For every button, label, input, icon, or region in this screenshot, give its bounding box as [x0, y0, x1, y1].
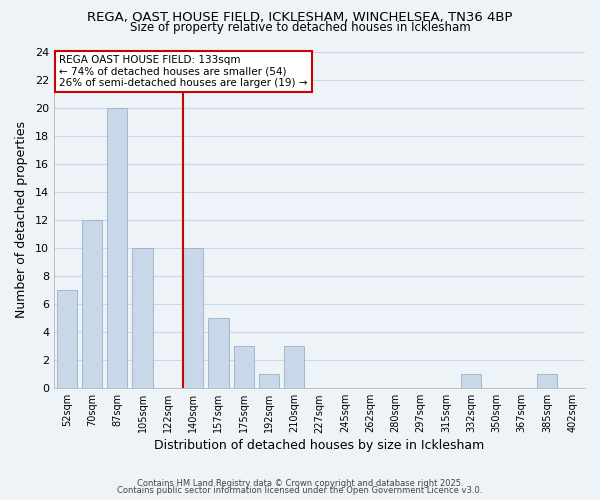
Bar [133, 248, 152, 388]
Text: Contains public sector information licensed under the Open Government Licence v3: Contains public sector information licen… [118, 486, 482, 495]
Bar [107, 108, 127, 388]
Bar [461, 374, 481, 388]
Text: REGA, OAST HOUSE FIELD, ICKLESHAM, WINCHELSEA, TN36 4BP: REGA, OAST HOUSE FIELD, ICKLESHAM, WINCH… [87, 11, 513, 24]
X-axis label: Distribution of detached houses by size in Icklesham: Distribution of detached houses by size … [154, 440, 485, 452]
Bar [259, 374, 279, 388]
Bar [233, 346, 254, 388]
Text: REGA OAST HOUSE FIELD: 133sqm
← 74% of detached houses are smaller (54)
26% of s: REGA OAST HOUSE FIELD: 133sqm ← 74% of d… [59, 55, 308, 88]
Bar [284, 346, 304, 388]
Bar [82, 220, 102, 388]
Text: Size of property relative to detached houses in Icklesham: Size of property relative to detached ho… [130, 22, 470, 35]
Bar [208, 318, 229, 388]
Bar [183, 248, 203, 388]
Y-axis label: Number of detached properties: Number of detached properties [15, 122, 28, 318]
Bar [56, 290, 77, 388]
Text: Contains HM Land Registry data © Crown copyright and database right 2025.: Contains HM Land Registry data © Crown c… [137, 478, 463, 488]
Bar [537, 374, 557, 388]
